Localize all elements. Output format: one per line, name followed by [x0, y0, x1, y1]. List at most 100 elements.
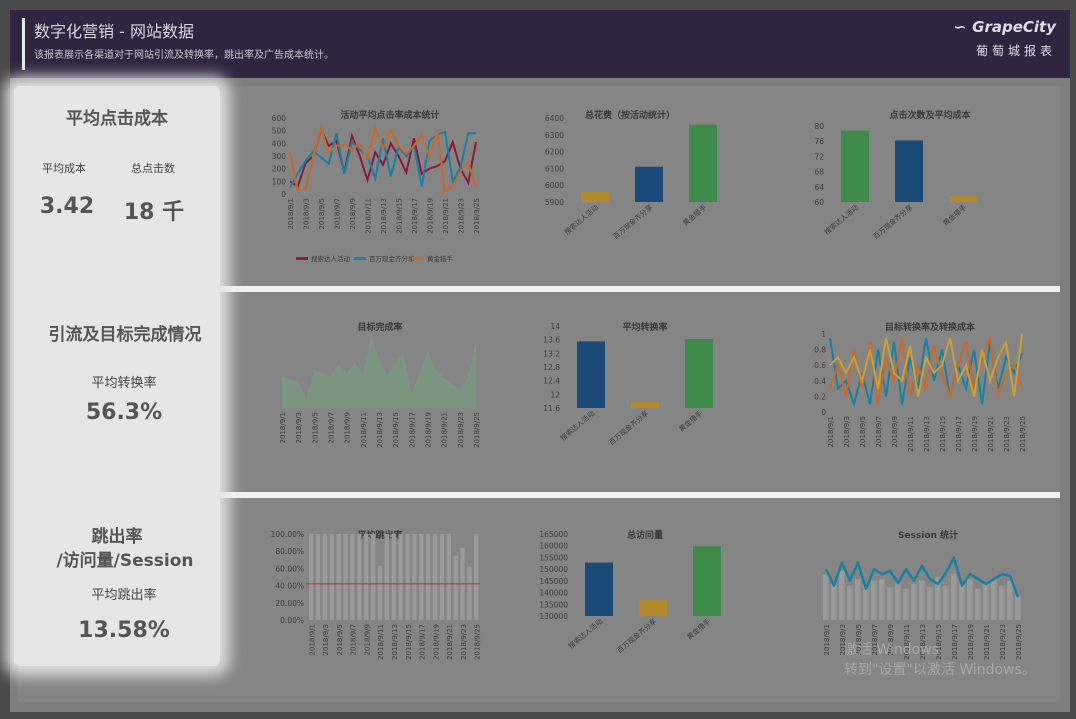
- x-tick-label: 黄金猎手: [681, 203, 708, 228]
- bar-黄金猎手: [693, 546, 721, 616]
- bar: [999, 585, 1005, 620]
- x-tick-label: 百万现金齐分享: [615, 617, 658, 655]
- avg-cost-value: 3.42: [39, 194, 95, 219]
- x-tick-label: 2018/9/13: [376, 412, 384, 448]
- report-subtitle: 该报表展示各渠道对于网站引流及转换率，跳出率及广告成本统计。: [34, 50, 334, 61]
- windows-activation-watermark: 激活 Windows 转到"设置"以激活 Windows。: [844, 640, 1064, 680]
- y-tick-label: 12.4: [543, 377, 560, 386]
- bar: [439, 534, 445, 620]
- x-tick-label: 2018/9/9: [363, 624, 371, 655]
- bar: [895, 582, 901, 620]
- x-tick-label: 2018/9/11: [377, 624, 385, 660]
- x-tick-label: 2018/9/1: [308, 624, 316, 655]
- x-tick-label: 2018/9/17: [419, 624, 427, 660]
- avg-bounce-label: 平均跳出率: [91, 588, 157, 603]
- x-tick-label: 2018/9/1: [287, 198, 295, 229]
- y-tick-label: 200: [272, 165, 287, 174]
- brand-name: GrapeCity: [972, 18, 1056, 36]
- y-tick-label: 0.8: [814, 346, 826, 355]
- bar-黄金猎手: [689, 124, 717, 202]
- y-tick-label: 68: [814, 168, 824, 177]
- bar: [357, 534, 362, 620]
- x-tick-label: 2018/9/21: [446, 624, 454, 660]
- bar: [322, 534, 328, 620]
- x-tick-label: 2018/9/7: [871, 624, 879, 655]
- area-fill: [282, 335, 476, 408]
- y-tick-label: 135000: [539, 600, 568, 609]
- x-tick-label: 2018/9/5: [336, 624, 344, 655]
- x-tick-label: 2018/9/19: [427, 198, 435, 234]
- bar: [959, 583, 965, 620]
- bar: [446, 534, 451, 620]
- kpi-title-traffic: 引流及目标完成情况: [48, 325, 202, 345]
- kpi-title-bounce-line2: /访问量/Session: [56, 551, 194, 571]
- x-tick-label: 2018/9/23: [1003, 416, 1011, 452]
- bar: [1007, 580, 1013, 620]
- bar: [329, 534, 335, 620]
- y-tick-label: 20.00%: [275, 599, 304, 608]
- y-tick-label: 145000: [539, 577, 568, 586]
- bar: [453, 555, 458, 620]
- bar: [419, 534, 424, 620]
- header-accent-bar: [22, 18, 25, 70]
- x-tick-label: 2018/9/17: [411, 198, 419, 234]
- bar: [855, 579, 861, 620]
- y-tick-label: 100.00%: [271, 530, 304, 539]
- x-tick-label: 黄金猎手: [941, 203, 968, 228]
- bar: [412, 534, 417, 620]
- x-tick-label: 2018/9/1: [279, 412, 287, 443]
- x-tick-label: 2018/9/13: [380, 198, 388, 234]
- y-tick-label: 40.00%: [275, 582, 304, 591]
- legend-label: 搜索达人活动: [311, 254, 351, 263]
- series-line-s2: [829, 334, 1023, 405]
- y-tick-label: 6100: [545, 164, 564, 173]
- bar: [467, 566, 472, 620]
- y-tick-label: 0: [821, 408, 826, 417]
- legend-label: 百万现金齐分享: [369, 254, 415, 263]
- bar: [863, 583, 869, 620]
- x-tick-label: 2018/9/15: [392, 412, 400, 448]
- y-tick-label: 600: [272, 114, 287, 123]
- x-tick-label: 2018/9/17: [955, 416, 963, 452]
- bar: [823, 574, 829, 620]
- x-tick-label: 2018/9/21: [987, 416, 995, 452]
- x-tick-label: 2018/9/23: [458, 198, 466, 234]
- x-tick-label: 2018/9/9: [887, 624, 895, 655]
- kpi-column: [14, 86, 220, 666]
- x-tick-label: 2018/9/19: [967, 624, 975, 660]
- bar: [831, 583, 837, 620]
- x-tick-label: 2018/9/5: [318, 198, 326, 229]
- chart-total-visits: 总访问量 130000 135000 140000 145000 150000 155000…: [539, 529, 721, 655]
- bar: [943, 585, 949, 620]
- bar: [336, 534, 341, 620]
- bar: [847, 585, 853, 620]
- bar-黄金猎手: [949, 196, 977, 202]
- legend-swatch: [354, 257, 366, 260]
- y-tick-label: 0.4: [814, 377, 826, 386]
- total-clicks-label: 总点击数: [131, 162, 175, 175]
- chart-sessions: Session 统计 2018/9/1 2018/9/3 2018/9/5 2018/9…: [823, 529, 1023, 660]
- y-tick-label: 6300: [545, 131, 564, 140]
- avg-conversion-label: 平均转换率: [91, 376, 157, 391]
- x-tick-label: 2018/9/3: [303, 198, 311, 229]
- bar: [935, 577, 941, 620]
- brand-logo: ∽ GrapeCity: [954, 18, 1056, 36]
- x-tick-label: 2018/9/13: [923, 416, 931, 452]
- x-tick-label: 2018/9/11: [365, 198, 373, 234]
- watermark-line2: 转到"设置"以激活 Windows。: [844, 662, 1036, 678]
- chart-title: Session 统计: [898, 529, 958, 541]
- y-tick-label: 300: [272, 152, 287, 161]
- x-tick-label: 2018/9/9: [891, 416, 899, 447]
- bar: [983, 582, 989, 620]
- chart-title: 总花费（按活动统计）: [585, 109, 675, 121]
- y-tick-label: 72: [814, 152, 824, 161]
- y-tick-label: 6200: [545, 148, 564, 157]
- bar: [951, 574, 957, 620]
- session-line: [824, 556, 1020, 598]
- x-tick-label: 2018/9/3: [295, 412, 303, 443]
- y-tick-label: 13.2: [543, 349, 560, 358]
- x-tick-label: 2018/9/7: [875, 416, 883, 447]
- bar-搜索达人活动: [581, 191, 609, 202]
- x-tick-label: 搜索达人活动: [822, 203, 860, 237]
